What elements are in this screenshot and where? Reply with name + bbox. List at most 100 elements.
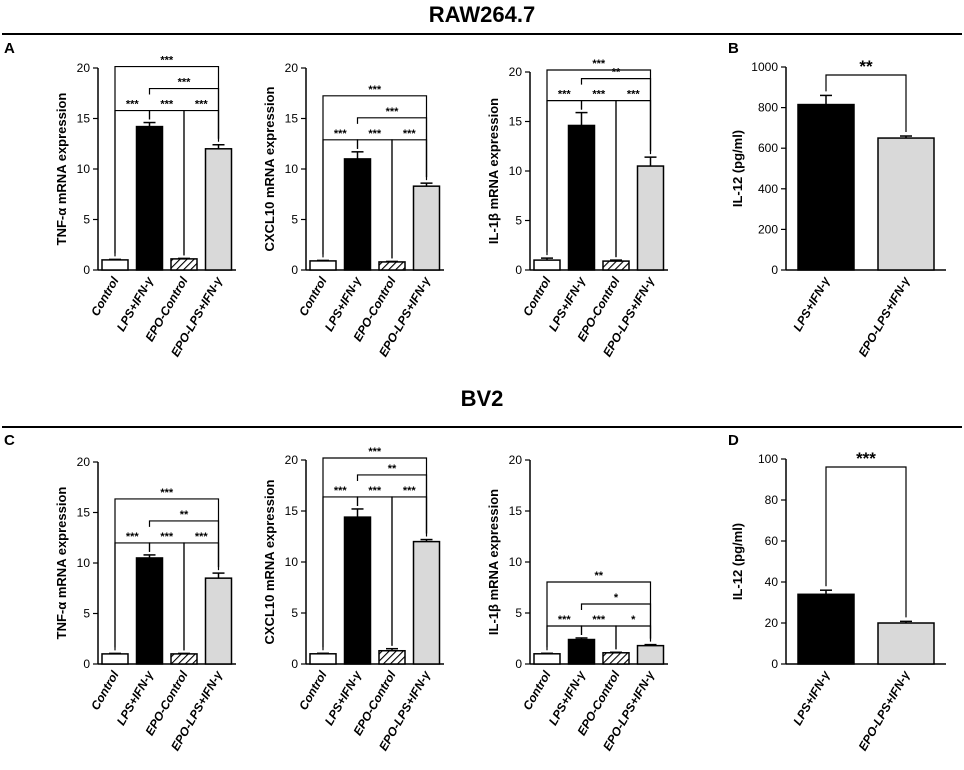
significance-bracket (825, 74, 907, 133)
bar (378, 261, 406, 271)
x-tick-label: Control (520, 274, 554, 319)
significance-label: *** (386, 106, 400, 118)
significance-label: *** (368, 84, 382, 96)
panel-label-d: D (728, 432, 739, 449)
bar (135, 125, 164, 271)
bar (343, 516, 372, 665)
y-tick-label: 10 (77, 556, 91, 570)
y-tick-label: 40 (765, 575, 779, 589)
significance-label: *** (160, 55, 174, 67)
significance-bracket (183, 542, 220, 651)
bar (412, 185, 441, 271)
bar (204, 577, 233, 665)
bar (101, 259, 129, 271)
significance-bracket (183, 109, 220, 256)
bar (567, 124, 596, 271)
y-axis-title: IL-12 (pg/ml) (730, 523, 745, 600)
significance-label: *** (368, 485, 382, 497)
bar (309, 260, 337, 271)
y-axis-title: TNF-α mRNA expression (54, 487, 69, 640)
y-tick-label: 0 (515, 263, 522, 277)
significance-label: *** (592, 58, 606, 70)
significance-bracket (615, 99, 652, 258)
significance-label: *** (160, 487, 174, 499)
significance-label: ** (388, 463, 397, 475)
significance-label: ** (612, 67, 621, 79)
bar (797, 103, 855, 271)
significance-label: ** (594, 570, 603, 582)
significance-label: *** (368, 446, 382, 458)
y-tick-label: 20 (285, 453, 299, 467)
section-divider-bv2 (2, 426, 962, 428)
panel-label-b: B (728, 40, 739, 57)
significance-label: *** (592, 89, 606, 101)
x-tick-label: Control (88, 274, 122, 319)
y-tick-label: 15 (509, 504, 523, 518)
y-tick-label: 1000 (751, 60, 778, 74)
x-tick-label: EPO-LPS+IFN-γ (856, 667, 914, 753)
y-tick-label: 5 (83, 607, 90, 621)
panel-label-a: A (4, 40, 15, 57)
y-tick-label: 20 (509, 453, 523, 467)
significance-label: *** (403, 128, 417, 140)
y-axis-title: TNF-α mRNA expression (54, 93, 69, 246)
y-axis-title: IL-12 (pg/ml) (730, 130, 745, 207)
significance-label: *** (126, 99, 140, 111)
significance-bracket (615, 625, 652, 650)
bar (378, 649, 406, 665)
y-tick-label: 5 (83, 213, 90, 227)
bar (567, 638, 596, 665)
y-tick-label: 400 (758, 182, 778, 196)
bar (309, 653, 337, 665)
significance-label: *** (558, 614, 572, 626)
x-tick-label: Control (88, 668, 122, 713)
y-tick-label: 10 (509, 555, 523, 569)
bar (204, 148, 233, 271)
y-tick-label: 0 (771, 657, 778, 671)
bar (877, 622, 935, 665)
y-axis-title: IL-1β mRNA expression (486, 489, 501, 635)
bar (636, 165, 665, 271)
y-tick-label: 10 (285, 555, 299, 569)
significance-label: *** (195, 531, 209, 543)
y-tick-label: 80 (765, 493, 779, 507)
bar (343, 158, 372, 271)
y-tick-label: 60 (765, 534, 779, 548)
y-tick-label: 10 (509, 164, 523, 178)
significance-label: *** (856, 449, 876, 468)
y-axis-title: IL-1β mRNA expression (486, 98, 501, 244)
y-axis-title: CXCL10 mRNA expression (262, 479, 277, 644)
x-tick-label: Control (296, 274, 330, 319)
y-tick-label: 20 (285, 61, 299, 75)
y-tick-label: 10 (285, 162, 299, 176)
significance-bracket (322, 95, 428, 255)
y-tick-label: 5 (515, 214, 522, 228)
x-tick-label: Control (520, 668, 554, 713)
y-tick-label: 20 (509, 65, 523, 79)
bar (412, 540, 441, 665)
bar (602, 652, 630, 665)
y-tick-label: 5 (291, 606, 298, 620)
significance-bracket (391, 496, 428, 646)
significance-label: *** (592, 614, 606, 626)
significance-bracket (825, 466, 907, 618)
significance-label: * (631, 614, 636, 626)
y-tick-label: 20 (77, 61, 91, 75)
y-axis-title: CXCL10 mRNA expression (262, 86, 277, 251)
bar (170, 653, 198, 665)
y-tick-label: 0 (291, 263, 298, 277)
x-tick-label: Control (296, 668, 330, 713)
y-tick-label: 15 (285, 112, 299, 126)
chart-d: 0 20 40 60 80 100 IL-12 (pg/ml) LPS+IFN-γ EPO-LP… (730, 449, 946, 753)
significance-label: *** (160, 531, 174, 543)
x-tick-label: LPS+IFN-γ (790, 273, 833, 333)
y-tick-label: 15 (509, 115, 523, 129)
y-tick-label: 200 (758, 222, 778, 236)
y-tick-label: 15 (77, 112, 91, 126)
